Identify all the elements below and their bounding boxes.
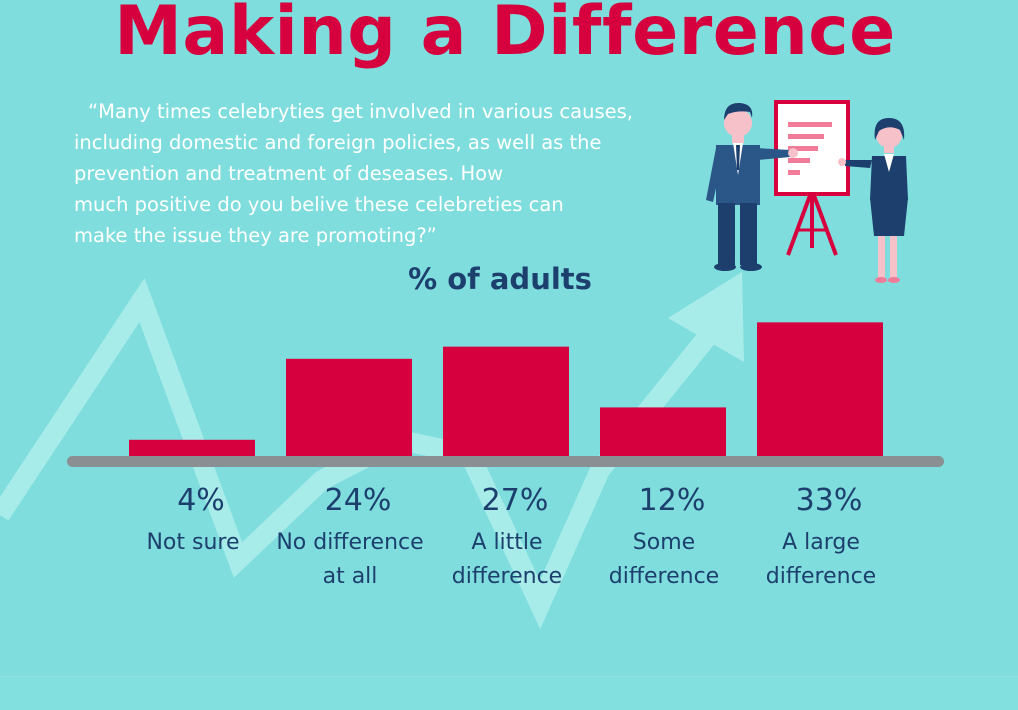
woman-figure bbox=[838, 118, 908, 283]
footer-strip bbox=[0, 676, 1018, 710]
bars-group bbox=[129, 322, 883, 456]
bar-value-label: 24% bbox=[325, 483, 392, 518]
survey-question: “Many times celebryties get involved in … bbox=[74, 96, 644, 251]
category-labels-group: Not sure No difference at all A little diffe… bbox=[146, 530, 876, 589]
bar bbox=[286, 358, 412, 456]
chart-title: % of adults bbox=[408, 262, 592, 296]
bar bbox=[129, 439, 255, 456]
question-line: prevention and treatment of deseases. Ho… bbox=[74, 162, 504, 185]
trend-arrow-head bbox=[668, 272, 744, 362]
bar bbox=[443, 346, 569, 456]
question-line: including domestic and foreign policies,… bbox=[74, 131, 602, 154]
question-line: much positive do you belive these celebr… bbox=[74, 193, 564, 216]
category-label: A large bbox=[782, 530, 860, 555]
chart-baseline bbox=[67, 456, 944, 467]
bar-value-label: 27% bbox=[482, 483, 549, 518]
category-label: at all bbox=[323, 564, 378, 589]
category-label: Not sure bbox=[146, 530, 239, 555]
page-title: Making a Difference bbox=[114, 0, 896, 71]
category-label: difference bbox=[766, 564, 876, 589]
presenters-illustration bbox=[706, 100, 908, 283]
category-label: A little bbox=[471, 530, 542, 555]
category-label: Some bbox=[633, 530, 695, 555]
easel bbox=[774, 100, 850, 256]
bar-value-label: 4% bbox=[177, 483, 225, 518]
question-line: “Many times celebryties get involved in … bbox=[88, 100, 633, 123]
category-label: difference bbox=[609, 564, 719, 589]
bar bbox=[600, 407, 726, 456]
bar-value-label: 33% bbox=[796, 483, 863, 518]
bar bbox=[757, 322, 883, 456]
bar-value-label: 12% bbox=[639, 483, 706, 518]
category-label: difference bbox=[452, 564, 562, 589]
category-label: No difference bbox=[276, 530, 423, 555]
man-figure bbox=[706, 102, 798, 271]
value-labels-group: 4% 24% 27% 12% 33% bbox=[177, 483, 862, 518]
question-line: make the issue they are promoting?” bbox=[74, 224, 437, 247]
